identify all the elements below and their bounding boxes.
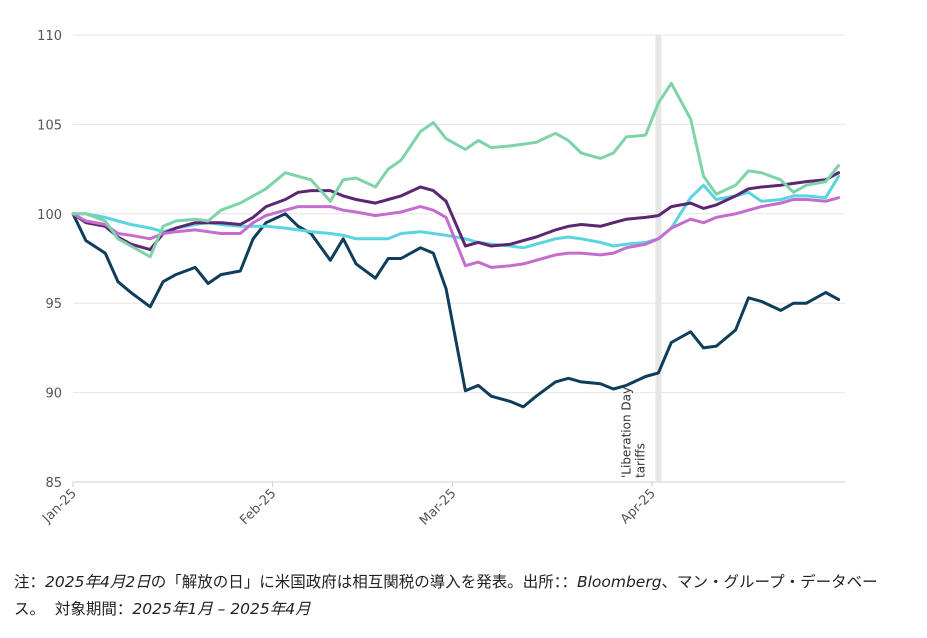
- y-tick-label: 105: [37, 118, 62, 133]
- line-chart: 85 90 95 100 105 110 Jan-25 Feb-25 Mar-25 Apr-25…: [37, 29, 845, 529]
- y-axis-ticks: 85 90 95 100 105 110: [37, 29, 62, 491]
- y-tick-label: 90: [45, 387, 62, 402]
- footnote-period: 2025年1月 – 2025年4月: [132, 600, 311, 618]
- x-tick-label: Feb-25: [237, 486, 279, 528]
- x-tick-label: Mar-25: [417, 486, 459, 528]
- annotation-line-1: 'Liberation Day: [619, 387, 633, 478]
- x-axis-ticks: Jan-25 Feb-25 Mar-25 Apr-25: [39, 482, 659, 529]
- y-tick-label: 85: [45, 476, 62, 491]
- series-line-4: [71, 196, 841, 269]
- footnote-text: の「解放の日」に米国政府は相互関税の導入を発表。出所：：: [150, 573, 577, 591]
- gridlines: [73, 34, 845, 483]
- series-line-3: [71, 171, 841, 252]
- liberation-day-annotation: 'Liberation Day tariffs: [619, 383, 647, 478]
- series-lines: [71, 81, 841, 409]
- series-line-2: [71, 174, 841, 250]
- footnote: 注：2025年4月2日の「解放の日」に米国政府は相互関税の導入を発表。出所：：B…: [14, 569, 919, 623]
- y-tick-label: 95: [45, 297, 62, 312]
- footnote-prefix: 注：: [14, 573, 46, 591]
- x-tick-label: Apr-25: [618, 486, 659, 527]
- annotation-line-2: tariffs: [633, 443, 647, 478]
- x-tick-label: Jan-25: [39, 486, 80, 527]
- y-tick-label: 100: [37, 208, 62, 223]
- series-line-5: [71, 81, 841, 259]
- footnote-source-rest: 、マン・グループ・データベース。: [14, 573, 878, 618]
- footnote-source: Bloomberg: [576, 573, 662, 591]
- footnote-period-label: 対象期間：: [54, 600, 133, 618]
- footnote-date: 2025年4月2日: [45, 573, 151, 591]
- liberation-day-highlight-band: [655, 35, 662, 482]
- series-line-1: [71, 212, 841, 409]
- y-tick-label: 110: [37, 29, 62, 44]
